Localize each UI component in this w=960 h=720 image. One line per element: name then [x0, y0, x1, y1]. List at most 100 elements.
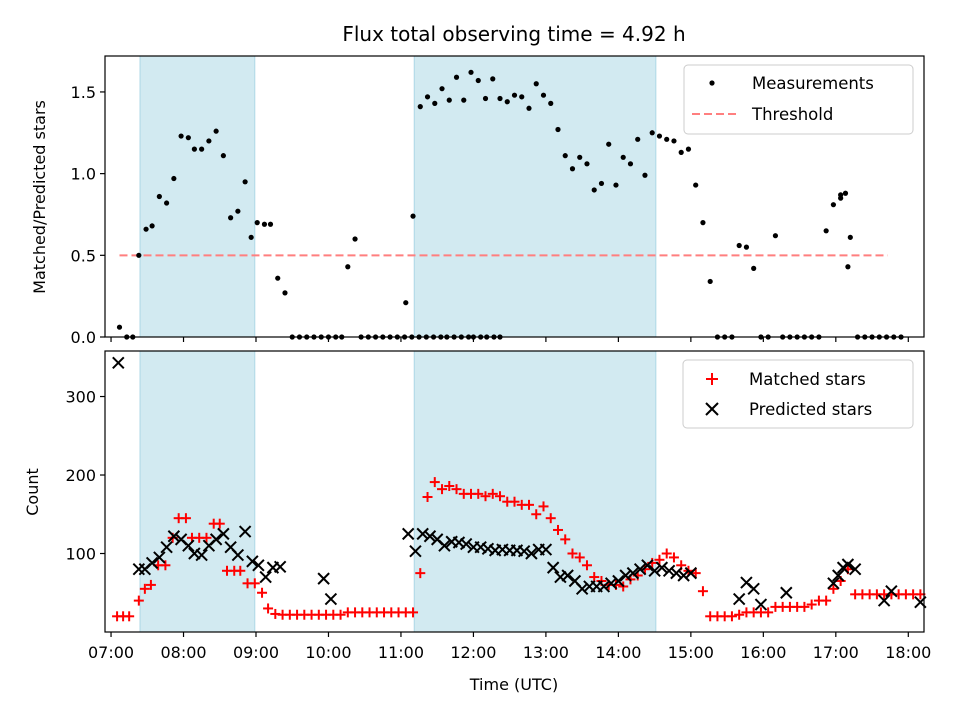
x-tick-label: 15:00	[668, 643, 714, 662]
predicted-star-point	[597, 580, 611, 593]
matched-star-point	[581, 560, 592, 571]
predicted-star-point	[561, 569, 574, 582]
predicted-star-point	[546, 561, 560, 574]
measurement-point	[185, 135, 191, 141]
predicted-star-point	[732, 592, 746, 606]
predicted-star-point	[877, 594, 891, 607]
matched-star-point	[249, 578, 260, 589]
matched-star-point	[639, 564, 650, 575]
matched-star-point	[180, 513, 191, 524]
predicted-star-point	[153, 551, 166, 564]
predicted-star-point	[684, 566, 698, 580]
predicted-star-point	[832, 569, 845, 582]
bottom-y-ticks: 100 200 300	[65, 388, 105, 564]
predicted-star-point	[885, 584, 898, 598]
measurement-point	[475, 77, 481, 84]
measurement-point	[823, 228, 829, 234]
measurement-point	[439, 86, 445, 92]
predicted-star-point	[517, 544, 531, 558]
predicted-star-point	[416, 527, 429, 541]
measurement-point	[235, 208, 241, 214]
shaded-interval-1	[413, 350, 657, 633]
matched-star-point	[828, 583, 839, 594]
legend-predicted-marker	[705, 402, 719, 416]
bottom-axes-frame	[104, 350, 925, 633]
predicted-star-point	[633, 562, 647, 576]
predicted-star-point	[160, 541, 173, 554]
predicted-star-point	[145, 556, 159, 570]
measurement-point	[254, 220, 260, 226]
x-tick-label: 12:00	[450, 643, 496, 662]
legend-predicted-label: Predicted stars	[749, 400, 872, 419]
x-tick-label: 10:00	[305, 643, 351, 662]
predicted-star-point	[474, 541, 487, 554]
top-y-tick-label: 0.5	[71, 246, 96, 265]
matched-star-point	[335, 609, 346, 620]
measurement-point	[845, 264, 851, 270]
matched-star-point	[661, 548, 672, 559]
measurement-point	[352, 236, 358, 242]
matched-star-point	[567, 548, 578, 559]
predicted-star-point	[409, 544, 422, 558]
matched-star-point	[214, 518, 225, 529]
predicted-star-point	[754, 598, 768, 611]
measurement-point	[178, 133, 184, 139]
bottom-x-ticks: 07:00 08:00 09:00 10:00 11:00 12:00 13:00 14:00…	[88, 632, 931, 662]
measurement-point	[213, 128, 219, 134]
measurement-point	[707, 278, 713, 285]
predicted-star-point	[780, 586, 793, 599]
predicted-star-point	[188, 547, 201, 560]
top-y-axis-label: Matched/Predicted stars	[30, 100, 49, 294]
predicted-star-point	[238, 525, 252, 538]
predicted-star-point	[459, 537, 473, 551]
measurement-point	[164, 200, 170, 206]
matched-star-point	[235, 565, 246, 576]
matched-star-point	[574, 552, 585, 563]
predicted-star-point	[525, 547, 538, 560]
measurement-point	[685, 146, 692, 152]
measurement-point	[248, 234, 254, 240]
predicted-star-point	[252, 559, 265, 572]
measurement-point	[116, 324, 123, 330]
legend-matched-marker	[706, 373, 718, 385]
predicted-star-point	[112, 356, 125, 369]
measurement-point	[656, 133, 663, 139]
predicted-star-point	[670, 566, 683, 580]
top-x-ticks	[110, 337, 909, 342]
top-y-tick-label: 1.5	[71, 83, 96, 102]
predicted-stars-points	[112, 356, 927, 611]
measurement-point	[261, 221, 268, 227]
bottom-legend: Matched stars Predicted stars	[682, 359, 914, 429]
measurement-point	[453, 74, 460, 80]
measurement-point	[171, 175, 177, 182]
measurement-point	[642, 172, 648, 178]
measurement-point	[627, 161, 634, 167]
predicted-star-point	[827, 577, 840, 590]
matched-star-point	[668, 552, 679, 563]
top-panel: 0.0 0.5 1.0 1.5 Matched/Predicted stars Mea…	[30, 55, 925, 347]
measurement-point	[671, 138, 677, 144]
measurement-point	[838, 192, 844, 198]
legend-matched-label: Matched stars	[749, 370, 866, 389]
measurement-point	[847, 234, 853, 240]
matched-star-point	[697, 586, 708, 597]
measurement-point	[497, 95, 503, 102]
legend-measurements-marker	[709, 80, 715, 86]
predicted-star-point	[273, 560, 287, 574]
predicted-star-point	[209, 533, 223, 546]
measurement-point	[432, 100, 438, 106]
predicted-star-point	[217, 527, 230, 541]
measurement-point	[526, 105, 532, 111]
x-tick-label: 08:00	[160, 643, 206, 662]
predicted-star-point	[259, 570, 272, 584]
measurement-point	[613, 182, 619, 188]
top-axes-frame	[104, 55, 925, 338]
predicted-star-point	[481, 542, 495, 556]
measurement-point	[490, 76, 496, 82]
x-tick-label: 09:00	[233, 643, 279, 662]
measurement-point	[830, 202, 837, 208]
measurement-point	[282, 290, 288, 296]
measurement-point	[267, 221, 274, 227]
bottom-y-tick-label: 200	[65, 466, 96, 485]
